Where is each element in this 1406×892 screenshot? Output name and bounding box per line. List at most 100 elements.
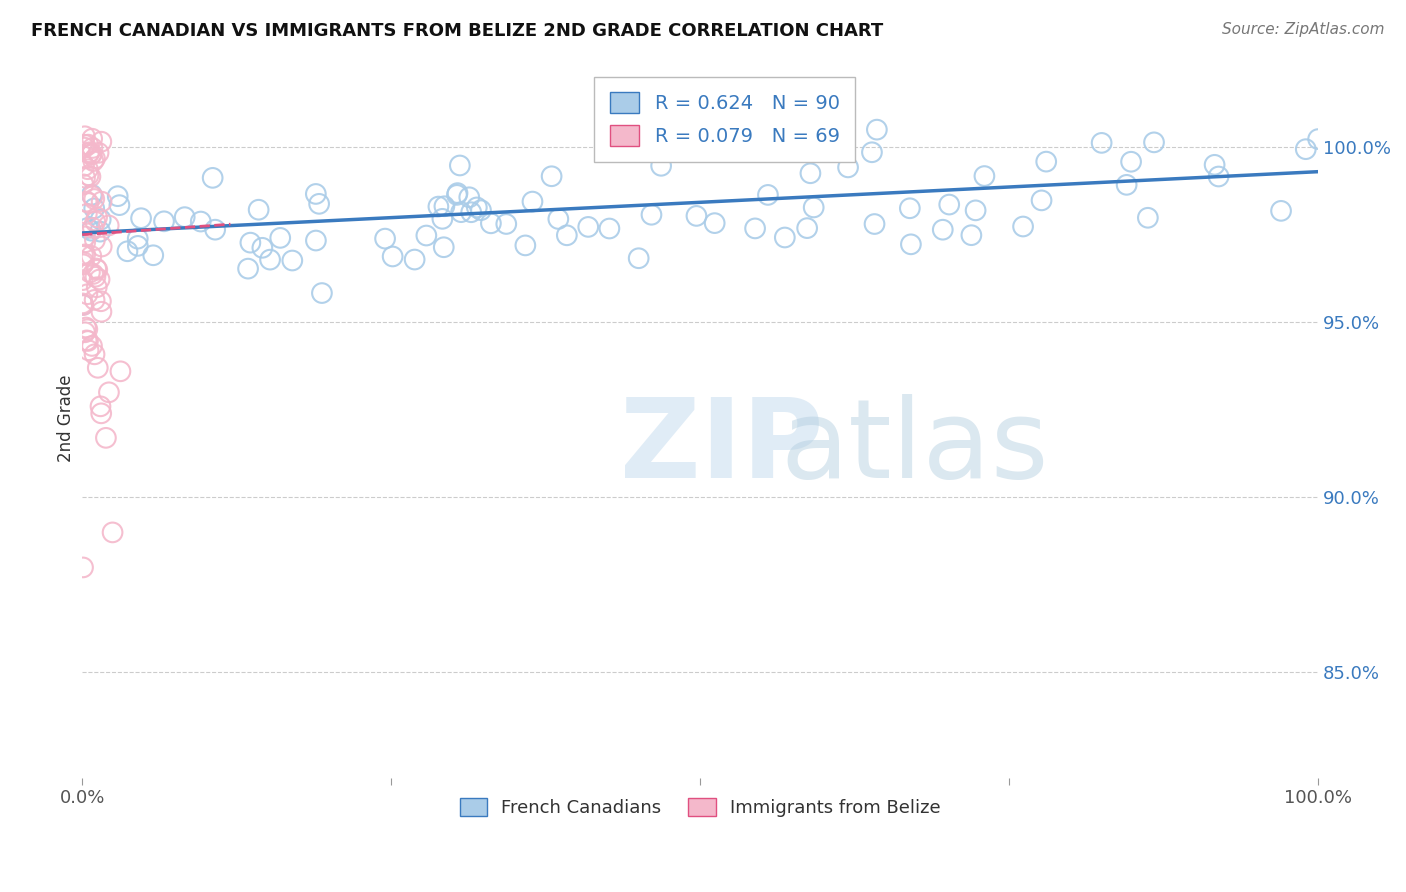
Point xyxy=(86,280,108,294)
Point xyxy=(450,205,472,219)
Point xyxy=(190,214,212,228)
Point xyxy=(76,334,98,348)
Point xyxy=(79,145,101,160)
Point xyxy=(89,272,111,286)
Point xyxy=(89,225,111,239)
Point xyxy=(1012,219,1035,234)
Point xyxy=(252,241,274,255)
Point xyxy=(80,224,103,238)
Point xyxy=(640,208,662,222)
Point xyxy=(458,190,481,204)
Point xyxy=(627,252,650,266)
Point xyxy=(90,305,112,319)
Text: FRENCH CANADIAN VS IMMIGRANTS FROM BELIZE 2ND GRADE CORRELATION CHART: FRENCH CANADIAN VS IMMIGRANTS FROM BELIZ… xyxy=(31,22,883,40)
Point xyxy=(269,231,291,245)
Point xyxy=(76,322,98,336)
Y-axis label: 2nd Grade: 2nd Grade xyxy=(58,375,75,462)
Point xyxy=(465,201,488,215)
Point xyxy=(1031,194,1053,208)
Point xyxy=(204,222,226,236)
Point xyxy=(90,406,112,420)
Point xyxy=(72,248,94,262)
Point xyxy=(305,186,328,201)
Point xyxy=(87,145,110,160)
Point xyxy=(84,269,107,284)
Point xyxy=(83,347,105,361)
Point xyxy=(94,431,117,445)
Point xyxy=(449,159,471,173)
Point xyxy=(153,214,176,228)
Point xyxy=(173,210,195,224)
Point xyxy=(446,187,468,202)
Point xyxy=(77,334,100,348)
Point xyxy=(311,286,333,301)
Point xyxy=(97,385,120,400)
Point xyxy=(72,298,94,312)
Point xyxy=(76,162,98,177)
Point xyxy=(80,147,103,161)
Point xyxy=(80,339,103,353)
Point xyxy=(142,248,165,262)
Point xyxy=(107,189,129,203)
Point xyxy=(305,234,328,248)
Point xyxy=(515,238,537,252)
Point xyxy=(73,229,96,244)
Point xyxy=(77,137,100,152)
Point xyxy=(117,244,139,259)
Point xyxy=(432,211,454,226)
Point xyxy=(72,296,94,310)
Point xyxy=(427,200,450,214)
Point xyxy=(239,235,262,250)
Point xyxy=(80,147,103,161)
Point xyxy=(87,360,110,375)
Point xyxy=(75,235,97,250)
Point xyxy=(83,293,105,307)
Text: atlas: atlas xyxy=(780,393,1049,500)
Point xyxy=(495,217,517,231)
Point xyxy=(259,252,281,267)
Text: ZIP: ZIP xyxy=(620,393,823,500)
Point xyxy=(76,221,98,235)
Point xyxy=(90,239,112,253)
Point xyxy=(82,189,104,203)
Point xyxy=(127,239,149,253)
Point xyxy=(77,196,100,211)
Point xyxy=(1035,154,1057,169)
Point xyxy=(236,261,259,276)
Point xyxy=(101,525,124,540)
Point xyxy=(863,217,886,231)
Point xyxy=(76,194,98,209)
Point xyxy=(110,364,132,378)
Point xyxy=(837,161,859,175)
Point xyxy=(650,159,672,173)
Point xyxy=(72,178,94,192)
Point xyxy=(1204,158,1226,172)
Point xyxy=(960,228,983,243)
Point xyxy=(82,221,104,235)
Point xyxy=(1136,211,1159,225)
Point xyxy=(479,216,502,230)
Point xyxy=(460,205,482,219)
Legend: French Canadians, Immigrants from Belize: French Canadians, Immigrants from Belize xyxy=(451,789,949,826)
Point xyxy=(866,122,889,136)
Point xyxy=(446,186,468,201)
Point xyxy=(1091,136,1114,150)
Point xyxy=(756,188,779,202)
Point xyxy=(555,228,578,243)
Point xyxy=(900,237,922,252)
Point xyxy=(75,247,97,261)
Text: Source: ZipAtlas.com: Source: ZipAtlas.com xyxy=(1222,22,1385,37)
Point xyxy=(381,250,404,264)
Point xyxy=(1308,132,1330,146)
Point xyxy=(938,197,960,211)
Point xyxy=(75,320,97,334)
Point xyxy=(84,261,107,276)
Point xyxy=(76,287,98,301)
Point xyxy=(1270,203,1292,218)
Point xyxy=(77,169,100,183)
Point xyxy=(898,201,921,215)
Point xyxy=(73,137,96,152)
Point xyxy=(83,233,105,247)
Point xyxy=(1295,142,1317,156)
Point xyxy=(247,202,270,217)
